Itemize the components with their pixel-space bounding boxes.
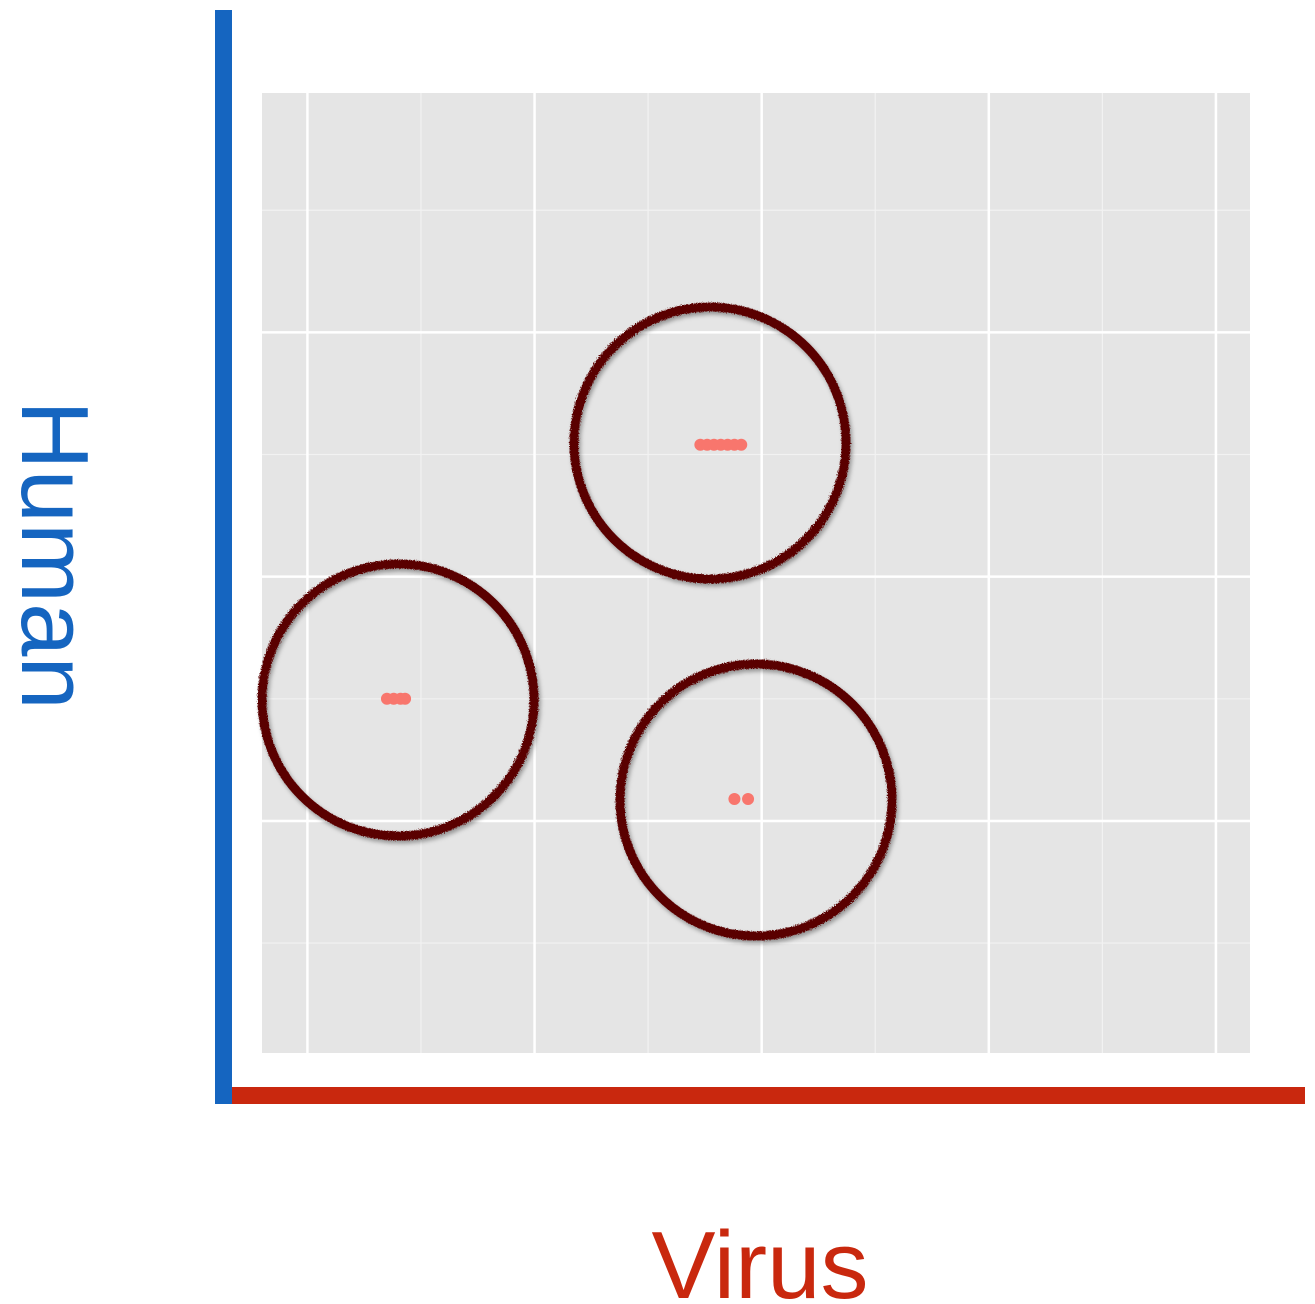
point (399, 692, 412, 705)
cluster-circle (615, 659, 897, 941)
y-axis-line (215, 10, 232, 1104)
cluster-circle (257, 559, 539, 841)
point (728, 792, 741, 805)
cluster-circle (569, 302, 851, 584)
x-axis-line (232, 1087, 1305, 1104)
point (735, 438, 748, 451)
point (742, 792, 755, 805)
x-axis-label: Virus (652, 1212, 869, 1304)
points (380, 438, 755, 805)
cluster-circles (257, 302, 897, 941)
y-axis-label: Human (1, 400, 108, 709)
